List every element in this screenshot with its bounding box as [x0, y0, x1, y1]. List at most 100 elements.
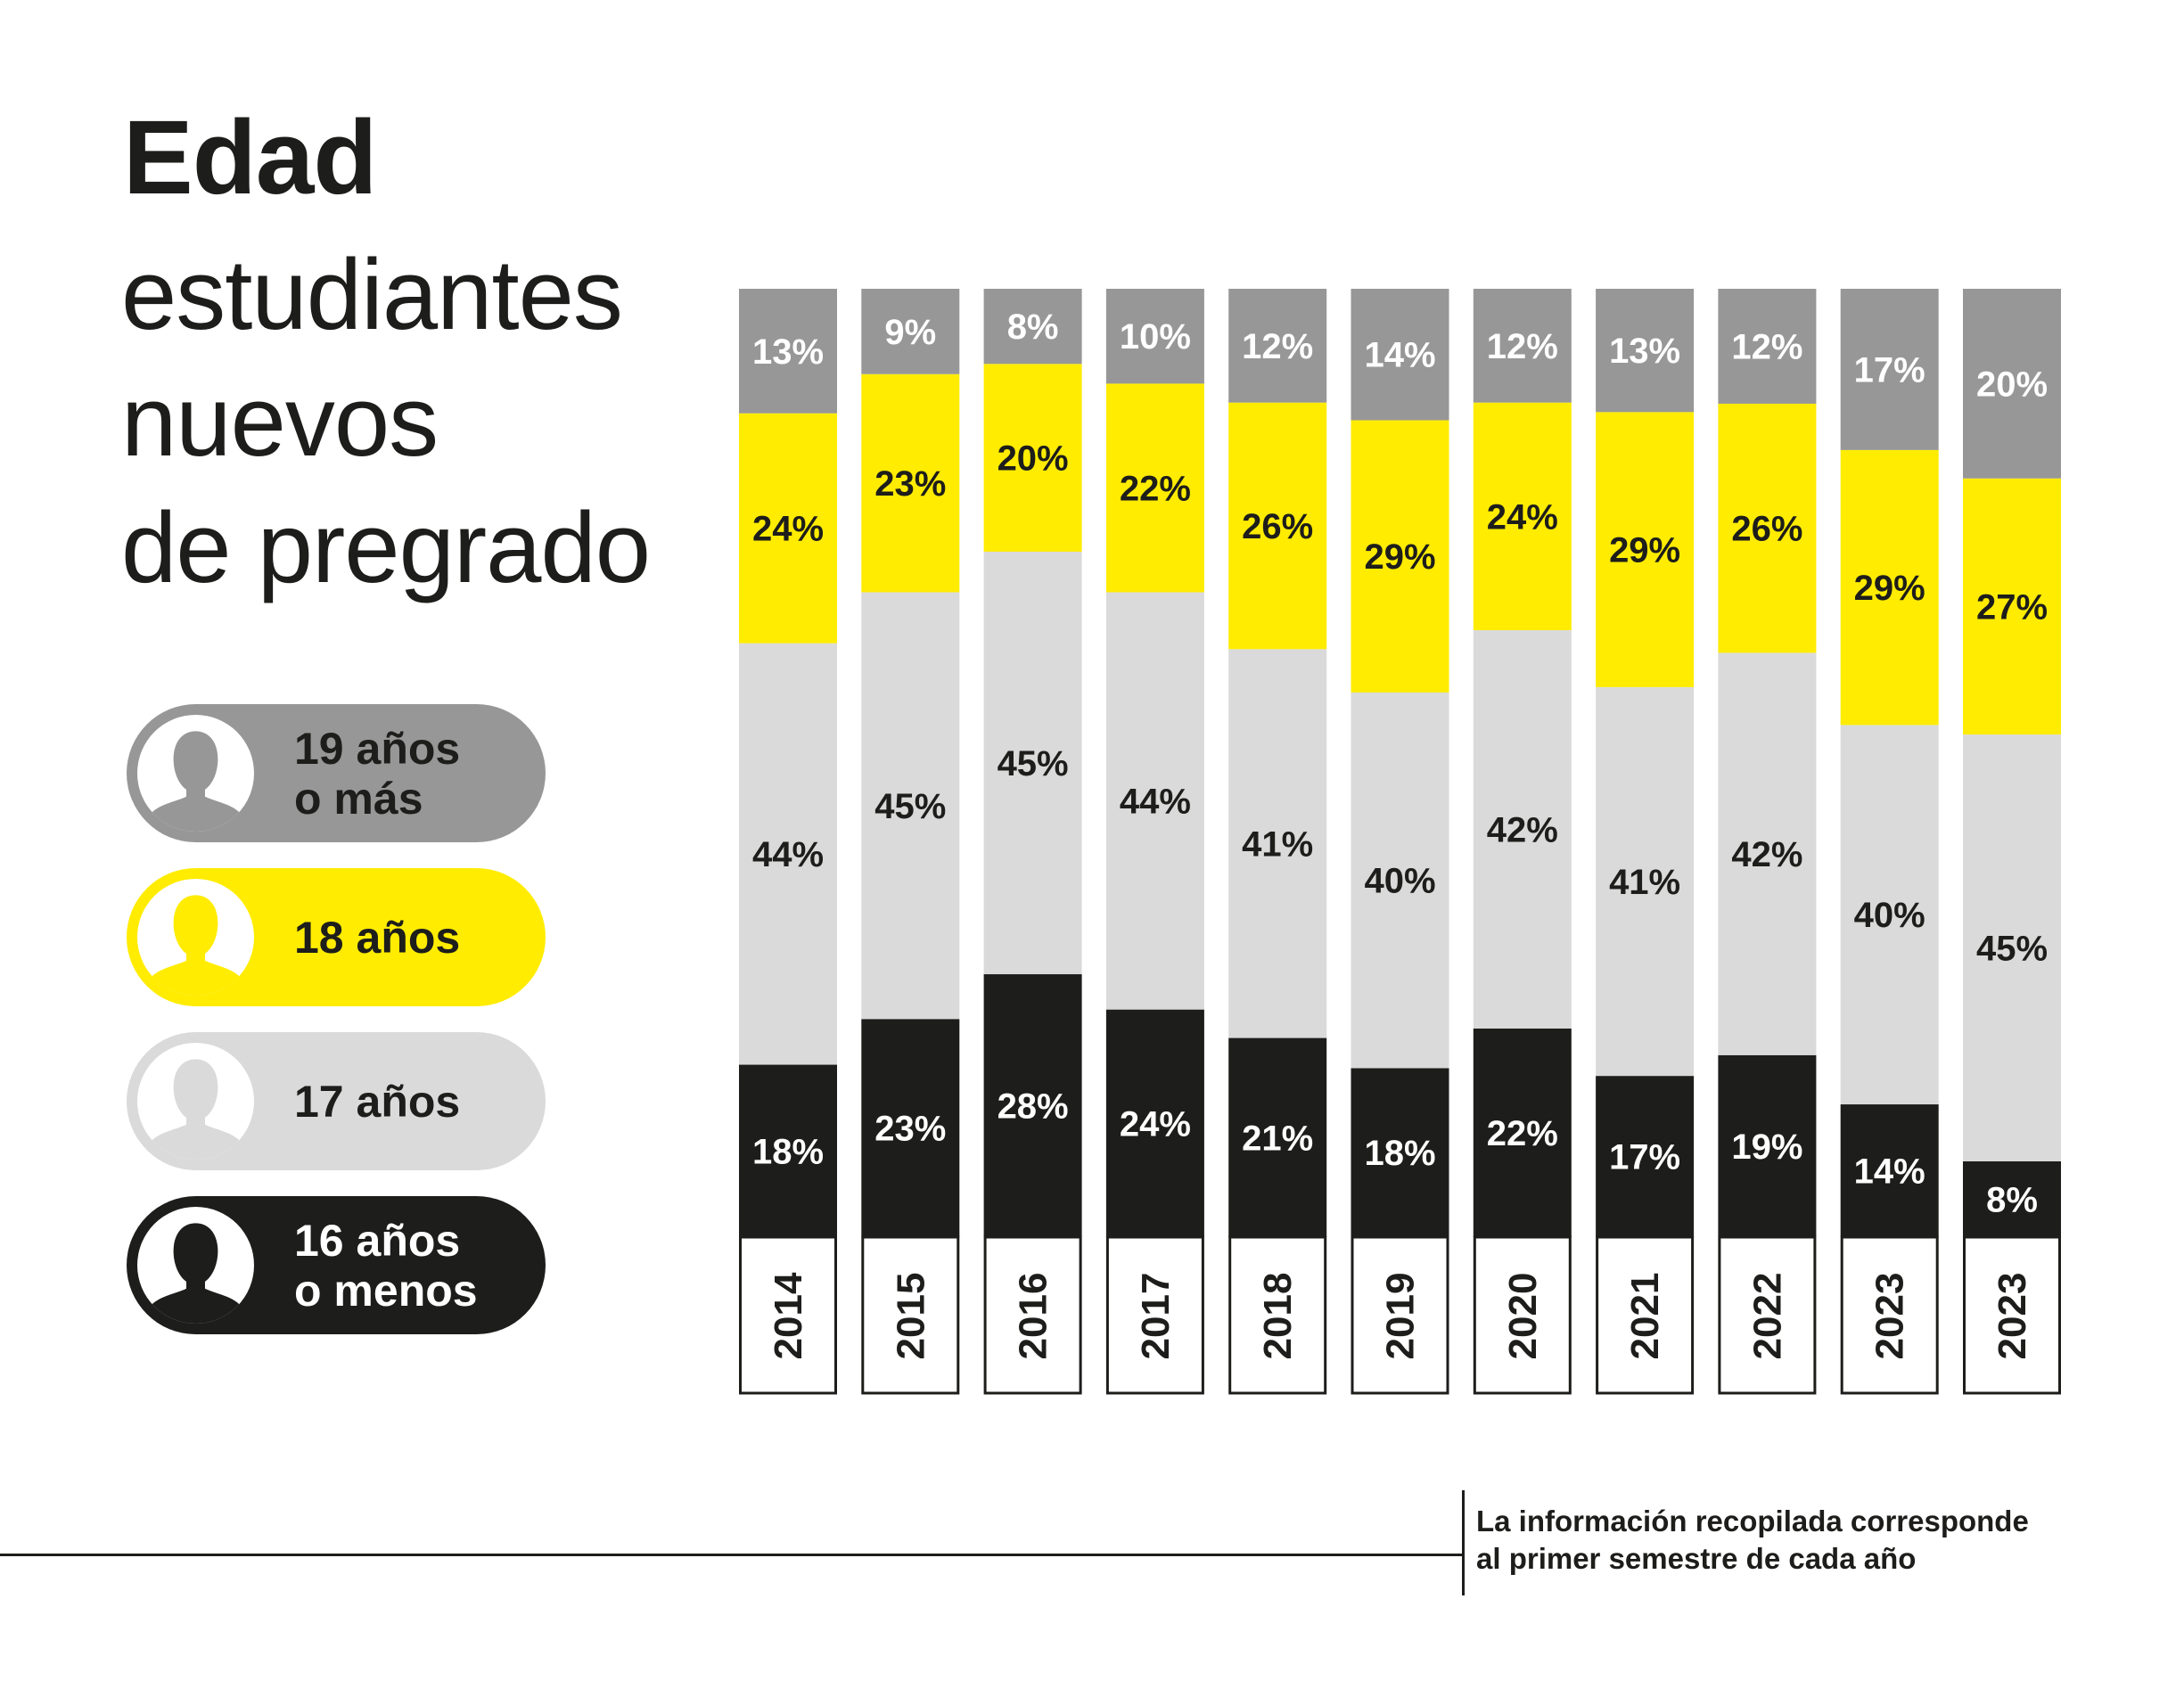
bar-segment: [1718, 1054, 1817, 1237]
legend-label: 18 años: [294, 913, 460, 963]
footer-note-marker: [1462, 1490, 1465, 1595]
data-label: 19%: [1731, 1128, 1802, 1167]
bar-segment: [1351, 1068, 1449, 1237]
bar-segment: [1351, 420, 1449, 693]
year-box: [1105, 1235, 1204, 1395]
data-label: 41%: [1242, 824, 1313, 864]
bar-group-2014-0: 18% 44% 24% 13% 2014: [739, 289, 837, 1395]
bar-segment: [1473, 1028, 1572, 1237]
bar-segment: [861, 592, 960, 1020]
footer-note-line-2: al primer semestre de cada año: [1476, 1542, 1917, 1575]
bar-segment: [1473, 630, 1572, 1029]
bar-group-2020-6: 22% 42% 24% 12% 2020: [1473, 289, 1572, 1395]
data-label: 20%: [1976, 365, 2048, 404]
bar-group-2016-2: 28% 45% 20% 8% 2016: [983, 289, 1082, 1395]
bar-segment: [1473, 402, 1572, 631]
data-label: 14%: [1364, 336, 1435, 375]
bar-segment: [1228, 402, 1327, 650]
data-label: 23%: [874, 1110, 946, 1149]
year-box: [1718, 1235, 1817, 1395]
data-label: 13%: [1609, 332, 1680, 371]
data-label: 40%: [1364, 862, 1435, 901]
data-label: 29%: [1609, 531, 1680, 570]
bar-segment: [983, 974, 1082, 1237]
data-label: 40%: [1854, 896, 1925, 935]
chart-title: Edad: [123, 99, 378, 217]
data-label: 24%: [1487, 497, 1558, 537]
title-block: Edad estudiantes nuevos de pregrado: [121, 99, 651, 611]
data-label: 42%: [1487, 810, 1558, 849]
year-box: [1228, 1235, 1327, 1395]
data-label: 22%: [1487, 1114, 1558, 1153]
bar-segment: [861, 373, 960, 593]
bar-segment: [739, 413, 837, 644]
bar-segment: [861, 289, 960, 374]
data-label: 44%: [752, 835, 824, 874]
data-label: 29%: [1364, 537, 1435, 577]
bar-group-2022-8: 19% 42% 26% 12% 2022: [1718, 289, 1817, 1395]
x-tick-label: 2019: [1379, 1273, 1423, 1360]
person-icon: [137, 1043, 254, 1160]
data-label: 22%: [1120, 469, 1191, 508]
bar-segment: [739, 289, 837, 414]
bar-segment: [1105, 289, 1204, 384]
data-label: 41%: [1609, 863, 1680, 902]
data-label: 45%: [998, 744, 1069, 783]
data-label: 26%: [1731, 510, 1802, 549]
footer-note: La información recopilada corresponde al…: [1476, 1503, 2029, 1578]
data-label: 45%: [1976, 929, 2048, 968]
bar-group-2023-10: 8% 45% 27% 20% 2023: [1963, 289, 2061, 1395]
bar-segment: [1473, 289, 1572, 403]
bar-segment: [861, 1019, 960, 1237]
data-label: 8%: [1986, 1180, 2038, 1219]
bar-segment: [983, 364, 1082, 552]
data-label: 18%: [1364, 1134, 1435, 1173]
bar-group-2023-9: 14% 40% 29% 17% 2023: [1840, 289, 1939, 1395]
legend-label: 19 años o más: [294, 724, 460, 824]
chart-subtitle-line-2: nuevos: [121, 365, 439, 477]
bar-group-2015-1: 23% 45% 23% 9% 2015: [861, 289, 960, 1395]
data-label: 18%: [752, 1132, 824, 1171]
data-label: 12%: [1487, 327, 1558, 366]
x-tick-label: 2023: [1991, 1273, 2034, 1360]
legend-item-s16: 16 años o menos: [127, 1196, 546, 1334]
data-label: 24%: [1120, 1104, 1191, 1144]
x-tick-label: 2015: [889, 1273, 932, 1360]
year-box: [861, 1235, 960, 1395]
legend-label-line: o más: [294, 773, 423, 824]
legend-label-line: o menos: [294, 1265, 478, 1316]
data-label: 23%: [874, 464, 946, 504]
chart-subtitle-line-3: de pregrado: [121, 492, 651, 603]
footer-divider: [0, 1554, 1462, 1556]
bar-segment: [1963, 289, 2061, 479]
bar-segment: [1596, 289, 1695, 413]
x-tick-label: 2023: [1868, 1273, 1912, 1360]
bar-segment: [1351, 692, 1449, 1069]
data-label: 29%: [1854, 569, 1925, 608]
x-tick-label: 2018: [1256, 1273, 1300, 1360]
bar-segment: [1596, 412, 1695, 687]
legend-label-line: 19 años: [294, 723, 461, 774]
bar-segment: [1105, 383, 1204, 593]
data-label: 26%: [1242, 507, 1313, 546]
legend-item-s19: 19 años o más: [127, 704, 546, 842]
data-label: 14%: [1854, 1152, 1925, 1192]
bar-group-2021-7: 17% 41% 29% 13% 2021: [1596, 289, 1695, 1395]
legend: 19 años o más 18 años 17 años 16 años o menos: [127, 704, 546, 1360]
person-icon: [137, 879, 254, 996]
year-box: [983, 1235, 1082, 1395]
bar-segment: [1840, 725, 1939, 1105]
year-box: [1963, 1235, 2061, 1395]
data-label: 13%: [752, 332, 824, 372]
data-label: 44%: [1120, 783, 1191, 822]
bar-segment: [739, 1064, 837, 1237]
data-label: 20%: [998, 439, 1069, 479]
chart-subtitle-line-1: estudiantes: [121, 239, 623, 350]
bar-group-2017-3: 24% 44% 22% 10% 2017: [1105, 289, 1204, 1395]
data-label: 27%: [1976, 587, 2048, 627]
data-label: 24%: [752, 510, 824, 549]
person-icon: [137, 715, 254, 832]
data-label: 9%: [884, 313, 936, 352]
bar-segment: [1228, 1037, 1327, 1237]
